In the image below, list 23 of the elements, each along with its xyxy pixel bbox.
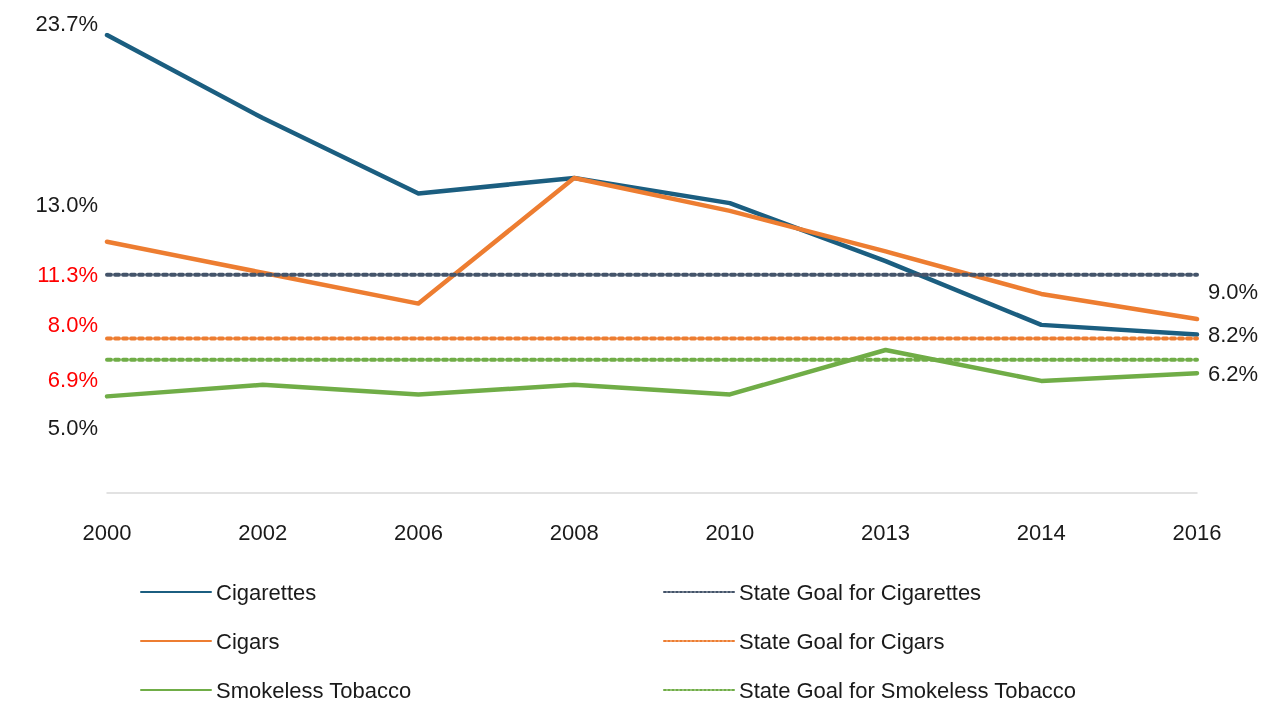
legend-label: Smokeless Tobacco	[216, 677, 412, 703]
legend-label: Cigars	[216, 628, 280, 654]
data-label: 8.2%	[1208, 322, 1259, 348]
data-label: 11.3%	[37, 262, 98, 288]
data-label: 23.7%	[35, 10, 98, 36]
x-tick-label: 2014	[1016, 519, 1066, 545]
x-tick-label: 2016	[1172, 519, 1222, 545]
x-tick-label: 2002	[238, 519, 288, 545]
x-tick-label: 2006	[393, 519, 443, 545]
data-label: 6.9%	[47, 367, 98, 393]
legend-label: State Goal for Cigarettes	[739, 579, 982, 605]
data-label: 13.0%	[35, 192, 98, 218]
data-label: 6.2%	[1208, 360, 1259, 386]
legend-label: State Goal for Smokeless Tobacco	[739, 677, 1077, 703]
data-label: 5.0%	[47, 414, 98, 440]
x-tick-label: 2008	[549, 519, 599, 545]
data-label: 8.0%	[47, 311, 98, 337]
x-tick-label: 2013	[861, 519, 911, 545]
legend-label: Cigarettes	[216, 579, 317, 605]
legend-label: State Goal for Cigars	[739, 628, 945, 654]
data-label: 9.0%	[1208, 278, 1259, 304]
x-tick-label: 2000	[82, 519, 132, 545]
x-tick-label: 2010	[705, 519, 755, 545]
